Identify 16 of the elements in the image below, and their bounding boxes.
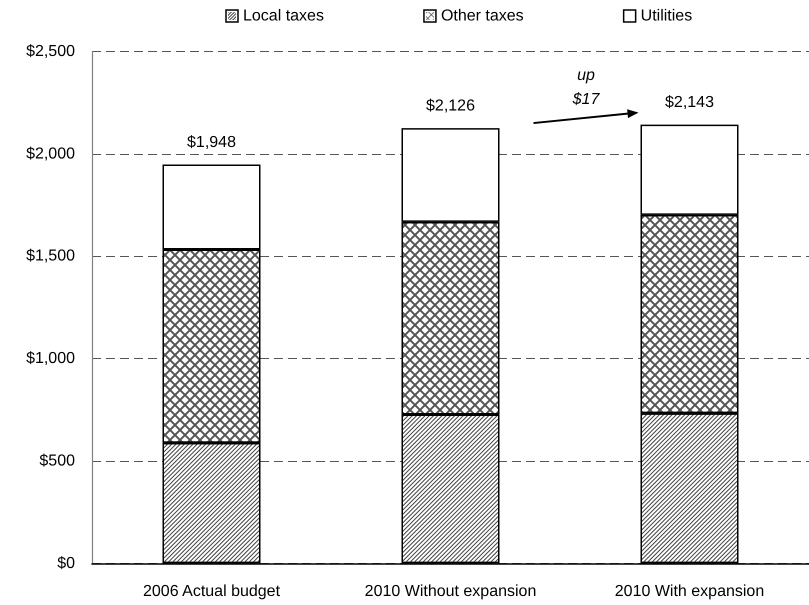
legend-label: Local taxes	[243, 8, 324, 24]
annotation: up $17	[572, 66, 601, 110]
y-tick-label: $1,000	[26, 350, 76, 368]
y-tick-label: $2,500	[26, 43, 76, 60]
y-tick-label: $0	[57, 554, 76, 572]
total-label: $1,948	[187, 134, 236, 152]
x-tick-label: 2010 Without expansion	[364, 582, 536, 600]
x-tick-label: 2006 Actual budget	[142, 582, 281, 600]
y-tick-label: $2,000	[26, 145, 76, 162]
total-label: $2,126	[426, 98, 476, 115]
y-tick-label: $500	[39, 452, 76, 470]
legend-label: Other taxes	[440, 8, 524, 24]
x-tick-label: 2010 With expansion	[614, 582, 764, 600]
legend-label: Utilities	[640, 8, 692, 24]
total-label: $2,143	[665, 94, 714, 112]
y-tick-label: $1,500	[26, 248, 76, 265]
